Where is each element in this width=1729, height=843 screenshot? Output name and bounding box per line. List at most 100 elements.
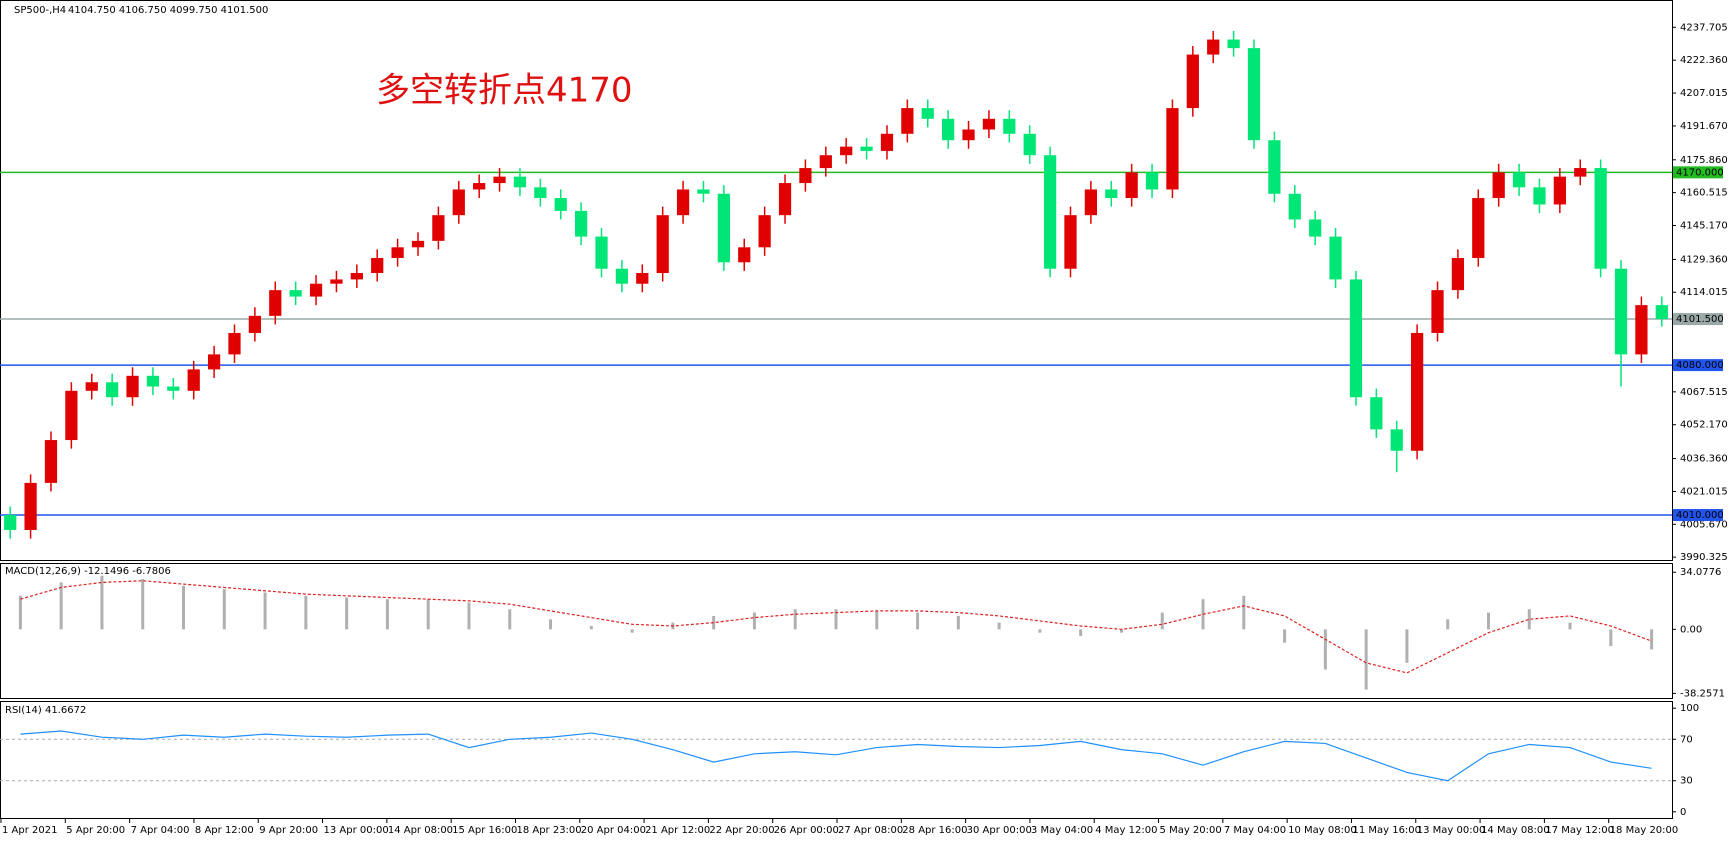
y-tick-label: 3990.325 xyxy=(1680,552,1728,563)
candle-body xyxy=(636,273,649,284)
candle-body xyxy=(1370,397,1383,430)
candle-body xyxy=(1635,305,1648,355)
x-tick-label: 20 Apr 04:00 xyxy=(581,825,646,836)
x-tick-label: 30 Apr 00:00 xyxy=(967,825,1032,836)
candle-body xyxy=(1166,108,1179,190)
y-tick-label: 4005.670 xyxy=(1680,519,1728,530)
candle-body xyxy=(1533,187,1546,205)
candle-body xyxy=(350,273,363,280)
y-tick-label: 4129.360 xyxy=(1680,254,1728,265)
candle-body xyxy=(391,247,404,259)
candle-body xyxy=(1105,189,1118,199)
candle-body xyxy=(24,482,37,531)
y-tick-label: 4114.015 xyxy=(1680,287,1728,298)
x-tick-label: 8 Apr 12:00 xyxy=(195,825,254,836)
candle-body xyxy=(656,215,669,274)
y-tick-label: 4052.170 xyxy=(1680,420,1728,431)
y-tick-label: 100 xyxy=(1680,703,1699,714)
x-tick-label: 22 Apr 20:00 xyxy=(709,825,774,836)
y-tick-label: 4237.705 xyxy=(1680,22,1728,33)
level-tag xyxy=(1673,359,1723,372)
candle-body xyxy=(1227,39,1240,49)
y-tick-label: 4160.515 xyxy=(1680,188,1728,199)
candle-body xyxy=(432,215,445,241)
level-tag xyxy=(1673,509,1723,522)
candle-body xyxy=(738,247,751,263)
ohlc-header: 4104.750 4106.750 4099.750 4101.500 xyxy=(68,5,268,16)
y-tick-label: 4222.360 xyxy=(1680,55,1728,66)
candle-body xyxy=(1288,193,1301,220)
x-tick-label: 15 Apr 16:00 xyxy=(452,825,517,836)
candle-body xyxy=(4,515,17,531)
candle-body xyxy=(207,354,221,370)
x-tick-label: 17 May 12:00 xyxy=(1545,825,1614,836)
x-tick-label: 27 Apr 08:00 xyxy=(838,825,903,836)
y-tick-label: 4191.670 xyxy=(1680,121,1728,132)
candle-body xyxy=(85,382,98,391)
candle-body xyxy=(962,129,975,141)
x-tick-label: 4 May 12:00 xyxy=(1095,825,1157,836)
candle-body xyxy=(187,369,200,391)
candle-body xyxy=(1472,198,1485,259)
x-tick-label: 21 Apr 12:00 xyxy=(645,825,710,836)
candle-body xyxy=(615,268,629,284)
y-tick-label: 4175.860 xyxy=(1680,155,1728,166)
rsi-title: RSI(14) 41.6672 xyxy=(5,705,86,716)
candle-body xyxy=(1207,39,1220,55)
candle-body xyxy=(1247,48,1261,141)
annotation: 多空转折点4170 xyxy=(376,71,633,111)
candle-body xyxy=(1145,172,1159,190)
candle-body xyxy=(575,210,588,237)
candle-body xyxy=(411,240,425,248)
candle-body xyxy=(595,236,608,269)
x-tick-label: 3 May 04:00 xyxy=(1031,825,1093,836)
x-tick-label: 10 May 08:00 xyxy=(1288,825,1357,836)
candle-body xyxy=(289,290,302,297)
x-tick-label: 7 May 04:00 xyxy=(1224,825,1286,836)
candle-body xyxy=(1574,168,1587,177)
candle-body xyxy=(860,146,873,151)
y-tick-label: 4036.360 xyxy=(1680,454,1728,465)
macd-frame xyxy=(0,563,1673,699)
level-tag xyxy=(1673,166,1723,179)
candle-body xyxy=(106,382,119,398)
y-tick-label: 0 xyxy=(1680,807,1686,818)
y-tick-label: 4207.015 xyxy=(1680,88,1728,99)
y-tick-label: 4021.015 xyxy=(1680,486,1728,497)
x-tick-label: 14 May 08:00 xyxy=(1481,825,1550,836)
candle-body xyxy=(1003,118,1016,134)
y-tick-label: 34.0776 xyxy=(1680,567,1721,578)
x-tick-label: 13 Apr 00:00 xyxy=(324,825,389,836)
y-tick-label: 4067.515 xyxy=(1680,387,1728,398)
x-tick-label: 18 May 20:00 xyxy=(1610,825,1679,836)
x-tick-label: 26 Apr 00:00 xyxy=(774,825,839,836)
candle-body xyxy=(1594,168,1607,269)
candle-body xyxy=(330,279,343,284)
candle-body xyxy=(1431,290,1444,333)
candle-body xyxy=(513,176,527,188)
candle-body xyxy=(65,390,78,441)
candle-body xyxy=(942,118,955,141)
candle-body xyxy=(248,315,261,333)
level-label: 4010.000 xyxy=(1676,510,1724,521)
candle-body xyxy=(1390,429,1403,451)
candle-body xyxy=(1411,332,1424,451)
y-tick-label: 0.00 xyxy=(1680,624,1702,635)
candle-body xyxy=(228,332,241,355)
x-tick-label: 7 Apr 04:00 xyxy=(131,825,190,836)
candle-body xyxy=(1309,219,1322,237)
candle-body xyxy=(901,108,914,134)
candle-body xyxy=(982,118,996,130)
y-tick-label: 30 xyxy=(1680,776,1693,787)
candle-body xyxy=(778,183,792,216)
x-tick-label: 9 Apr 20:00 xyxy=(259,825,318,836)
level-tag xyxy=(1673,313,1723,326)
candle-body xyxy=(167,386,180,391)
main-frame xyxy=(0,0,1673,561)
candle-body xyxy=(1655,305,1668,320)
candle-body xyxy=(1614,268,1628,355)
candle-body xyxy=(44,440,58,483)
candle-body xyxy=(840,146,853,156)
